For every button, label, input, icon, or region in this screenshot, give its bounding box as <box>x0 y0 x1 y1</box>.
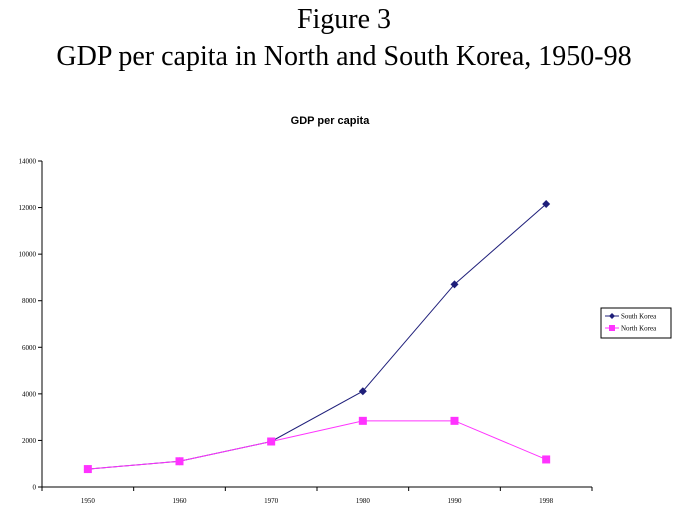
north-korea-point <box>267 437 276 446</box>
y-tick-label: 10000 <box>19 251 37 259</box>
x-tick-label: 1970 <box>264 497 279 505</box>
x-tick-label: 1980 <box>356 497 371 505</box>
north-korea-point <box>542 455 551 464</box>
legend-box <box>600 307 672 339</box>
north-korea-legend-label: North Korea <box>621 325 657 333</box>
north-korea-point <box>83 465 92 474</box>
y-tick-label: 8000 <box>22 297 37 305</box>
chart-title: GDP per capita <box>291 115 371 127</box>
y-tick-label: 4000 <box>22 390 37 398</box>
figure-subtitle: GDP per capita in North and South Korea,… <box>56 41 632 72</box>
x-tick-label: 1950 <box>81 497 96 505</box>
y-tick-label: 12000 <box>19 204 37 212</box>
chart-series <box>83 200 551 474</box>
chart-legend: South Korea North Korea <box>600 307 672 339</box>
south-korea-legend-label: South Korea <box>621 313 657 321</box>
south-korea-point <box>450 280 459 289</box>
south-korea-point <box>358 387 367 396</box>
north-korea-point <box>450 416 459 425</box>
north-korea-line <box>87 420 547 470</box>
x-tick-label: 1990 <box>448 497 463 505</box>
y-tick-label: 6000 <box>22 344 37 352</box>
north-korea-point <box>175 457 184 466</box>
x-tick-label: 1998 <box>539 497 554 505</box>
south-korea-legend-marker <box>609 313 615 319</box>
north-korea-legend-marker <box>609 325 615 331</box>
chart-axes: 0 2000 4000 6000 8000 10000 12000 14000 1950 1960… <box>19 158 593 505</box>
north-korea-series <box>83 416 551 474</box>
figure-title: Figure 3 <box>296 4 392 35</box>
south-korea-point <box>542 200 551 209</box>
south-korea-line <box>87 203 547 470</box>
y-tick-label: 0 <box>33 484 37 492</box>
y-tick-label: 2000 <box>22 437 37 445</box>
y-tick-label: 14000 <box>19 158 37 166</box>
x-tick-label: 1960 <box>173 497 188 505</box>
north-korea-point <box>358 416 367 425</box>
